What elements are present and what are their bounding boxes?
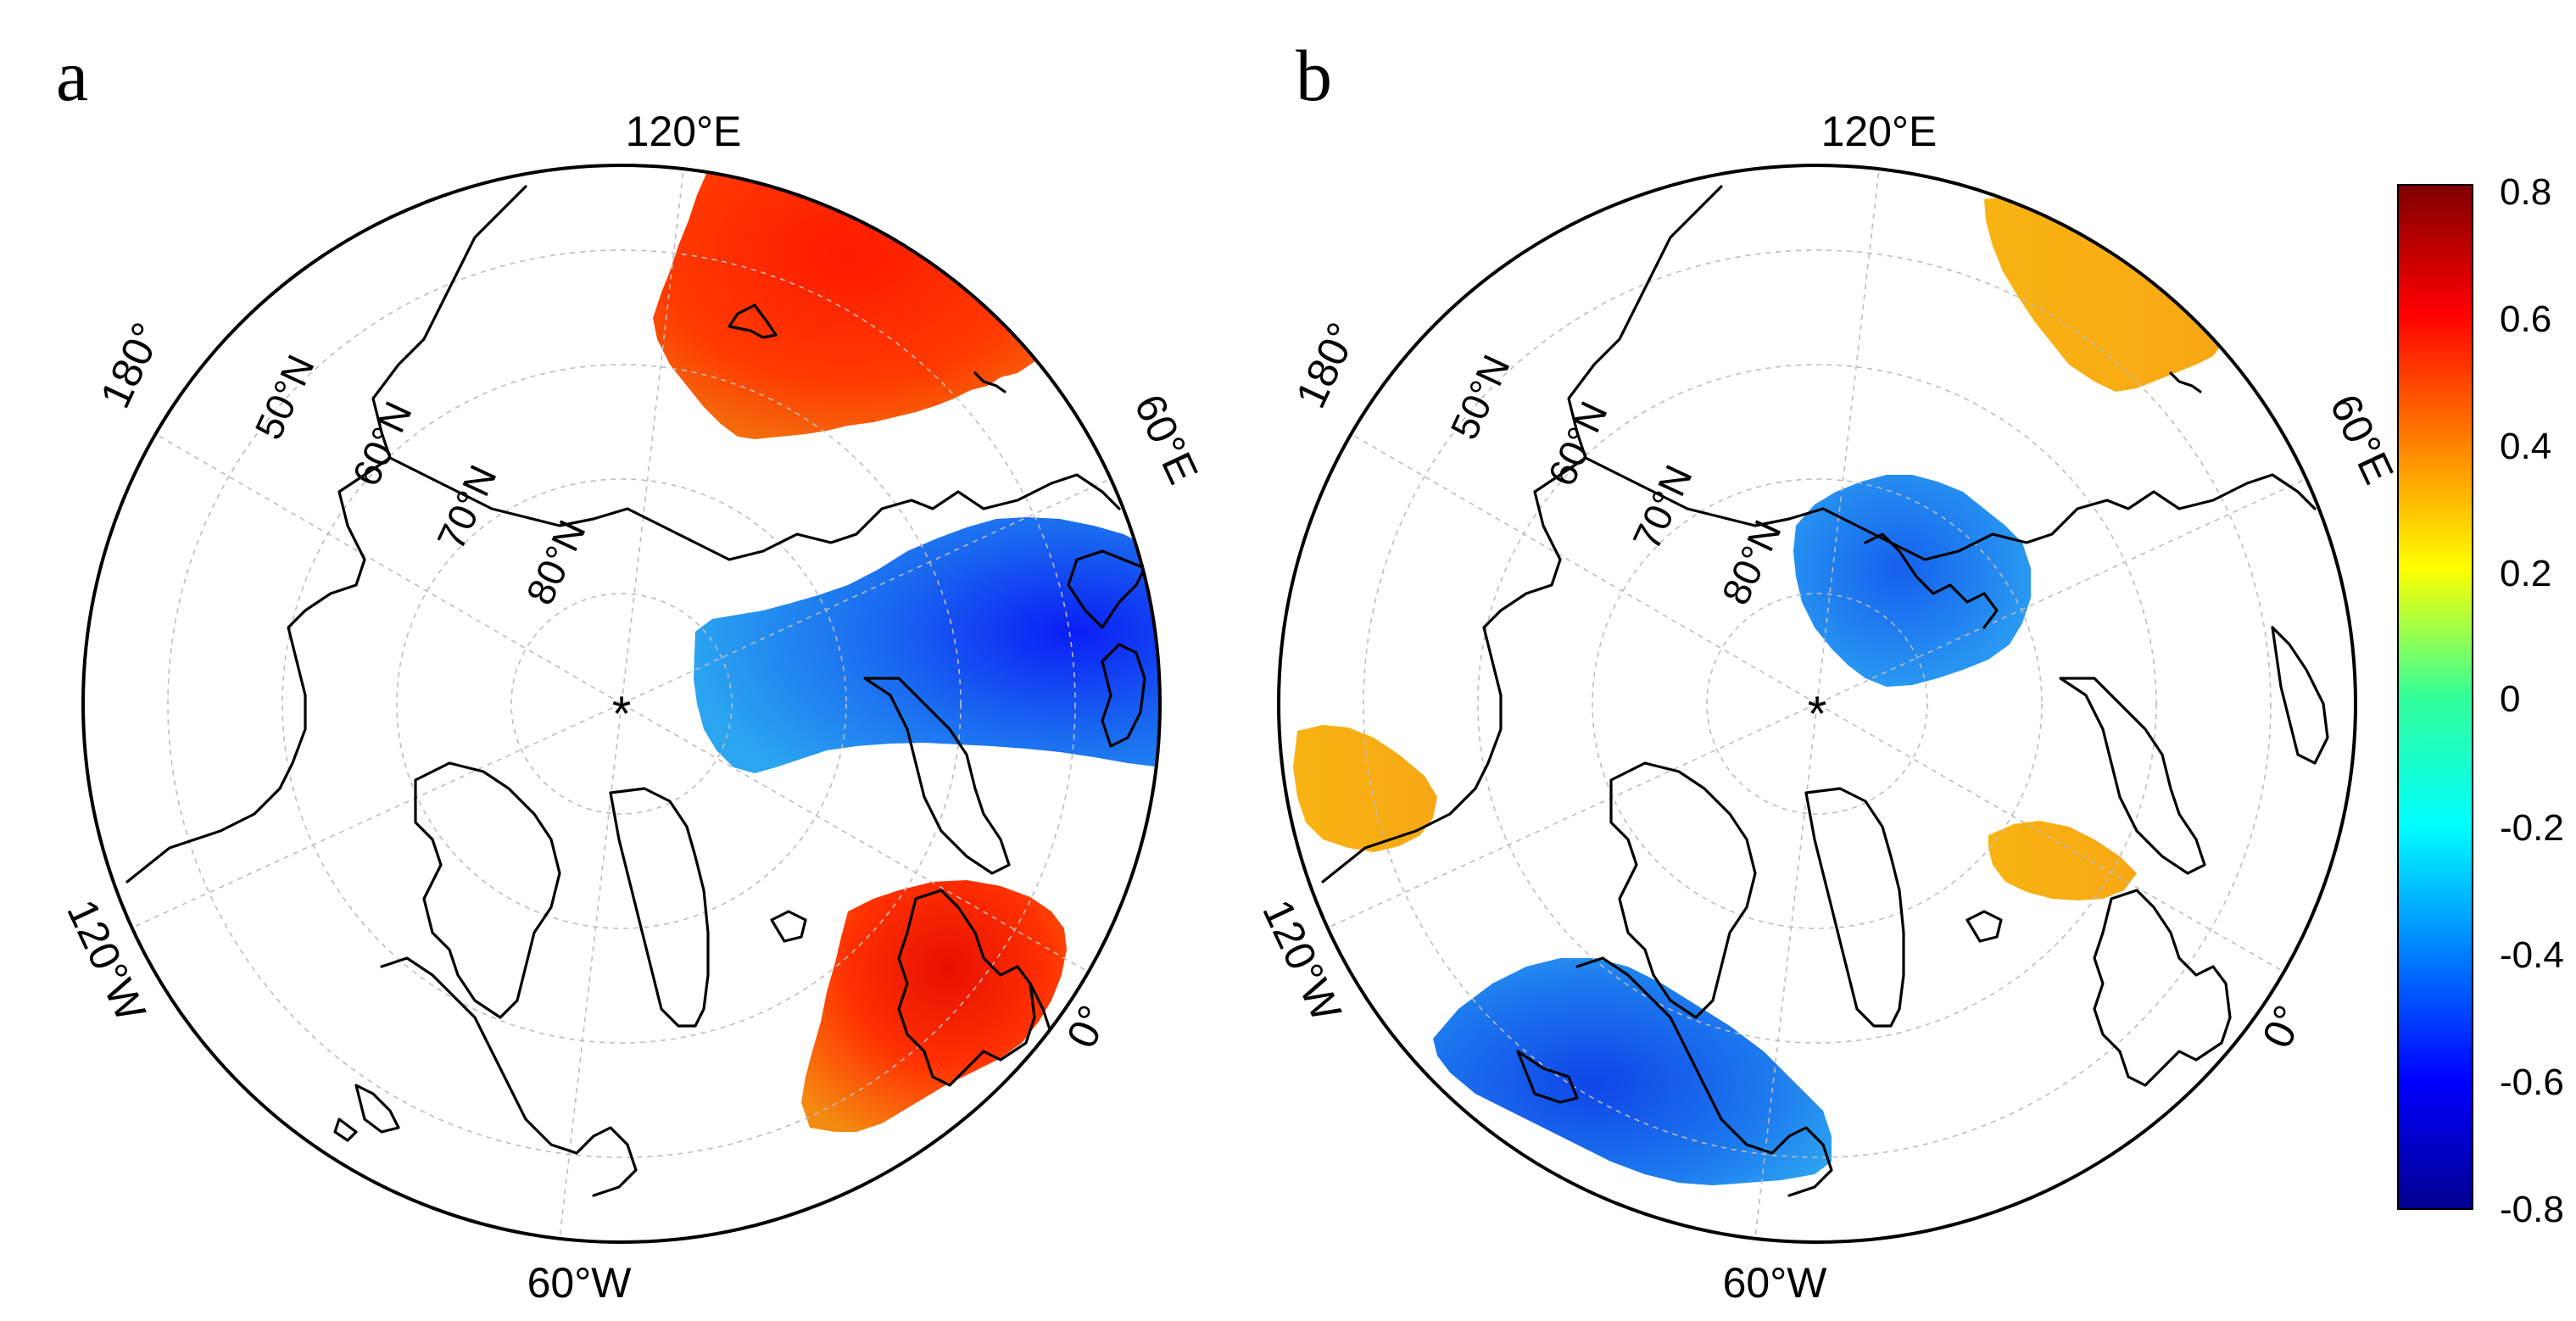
pole-marker-a: * bbox=[612, 687, 632, 742]
anomaly-patch-europe-positive bbox=[801, 880, 1067, 1132]
lat-label-80n-b: 80°N bbox=[1713, 514, 1790, 611]
graticule-b bbox=[1316, 169, 2316, 1239]
map-boundary-b bbox=[1277, 164, 2357, 1244]
lat-label-60n-a: 60°N bbox=[343, 395, 421, 493]
colorbar: 0.8 0.6 0.4 0.2 0 -0.2 -0.4 -0.6 -0.8 bbox=[2397, 171, 2564, 1230]
lat-label-50n-a: 50°N bbox=[246, 348, 323, 446]
colorbar-tick: -0.8 bbox=[2500, 1189, 2564, 1230]
lon-label-60e-b: 60°E bbox=[2321, 387, 2403, 491]
anomaly-patch-europe-positive-b bbox=[1988, 821, 2137, 900]
lon-label-120w-a: 120°W bbox=[58, 893, 155, 1029]
coastlines-b bbox=[1321, 185, 2329, 1197]
colorbar-tick: 0.8 bbox=[2500, 171, 2551, 213]
lon-label-60e-a: 60°E bbox=[1125, 387, 1207, 491]
lon-label-120w-b: 120°W bbox=[1253, 893, 1351, 1029]
anomaly-patch-siberia-negative bbox=[694, 517, 1160, 773]
lon-label-180-a: 180° bbox=[91, 315, 170, 415]
anomaly-patch-north-america-negative-b bbox=[1433, 958, 1832, 1185]
graticule-a bbox=[120, 169, 1120, 1239]
colorbar-tick: -0.4 bbox=[2500, 934, 2564, 976]
colorbar-tick: -0.6 bbox=[2500, 1062, 2564, 1103]
lat-label-70n-b: 70°N bbox=[1624, 459, 1701, 556]
colorbar-tick: 0 bbox=[2500, 678, 2520, 720]
lat-label-70n-a: 70°N bbox=[428, 459, 505, 556]
panel-b: b bbox=[1253, 35, 2403, 1307]
lon-label-180-b: 180° bbox=[1286, 315, 1366, 415]
colorbar-tick: 0.2 bbox=[2500, 553, 2551, 594]
panel-a-label: a bbox=[56, 35, 88, 116]
colorbar-ticks: 0.8 0.6 0.4 0.2 0 -0.2 -0.4 -0.6 -0.8 bbox=[2500, 171, 2564, 1230]
pole-marker-b: * bbox=[1808, 687, 1827, 742]
map-boundary-a bbox=[81, 164, 1162, 1244]
anomaly-patch-alaska-positive-b bbox=[1293, 725, 1437, 852]
colorbar-gradient bbox=[2397, 184, 2473, 1210]
panel-b-label: b bbox=[1296, 35, 1332, 116]
lon-label-120e-b: 120°E bbox=[1821, 108, 1938, 155]
colorbar-tick: -0.2 bbox=[2500, 807, 2564, 849]
lat-label-60n-b: 60°N bbox=[1539, 395, 1616, 493]
colorbar-tick: 0.4 bbox=[2500, 426, 2551, 467]
anomaly-patch-east-asia-positive-b bbox=[1984, 195, 2226, 392]
lon-label-60w-a: 60°W bbox=[527, 1259, 633, 1307]
lat-label-50n-b: 50°N bbox=[1441, 348, 1519, 446]
lon-label-120e-a: 120°E bbox=[626, 108, 742, 155]
coastlines-a bbox=[125, 185, 1146, 1197]
colorbar-tick: 0.6 bbox=[2500, 298, 2551, 340]
lat-label-80n-a: 80°N bbox=[517, 514, 594, 611]
anomaly-patch-siberia-negative-b bbox=[1793, 475, 2031, 687]
lon-label-60w-b: 60°W bbox=[1723, 1259, 1828, 1307]
panel-a: a bbox=[56, 35, 1207, 1307]
